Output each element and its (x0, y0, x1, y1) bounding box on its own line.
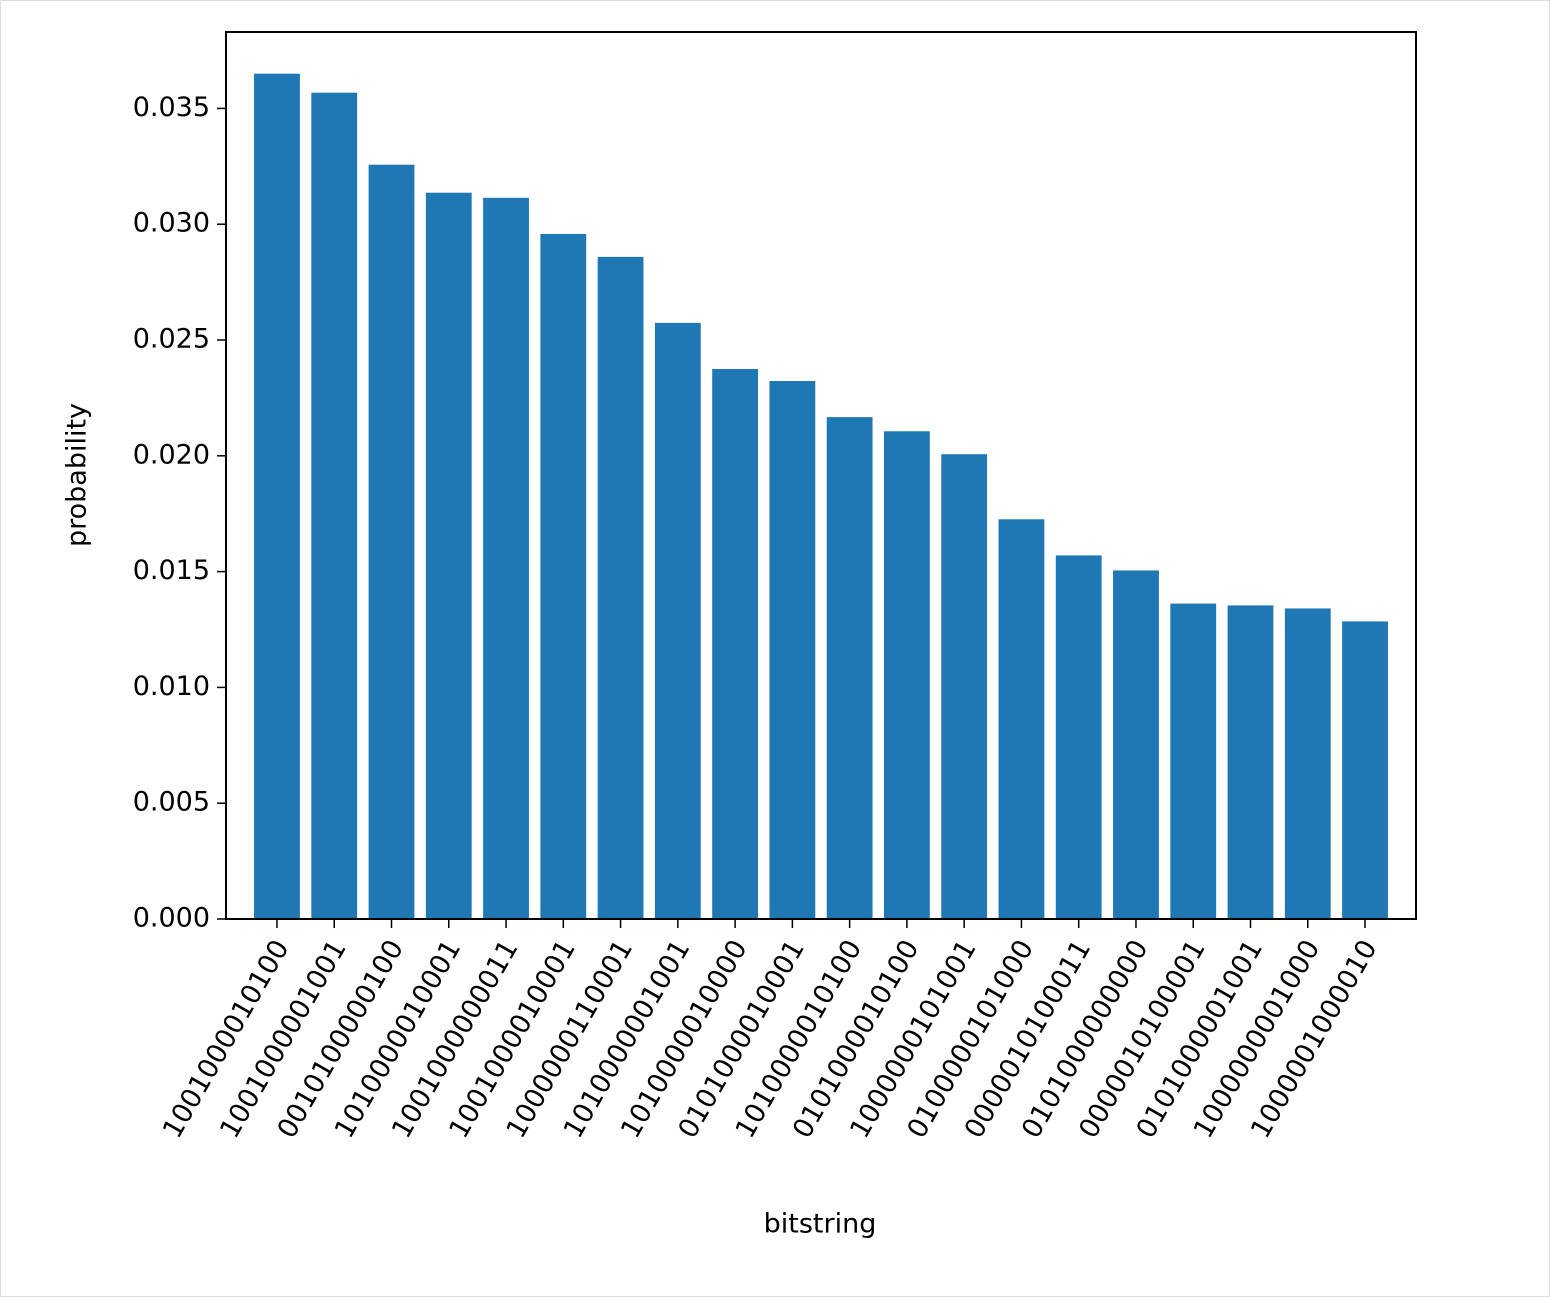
bar (1227, 605, 1274, 919)
y-tick-label: 0.010 (133, 671, 210, 702)
y-tick-label: 0.035 (133, 92, 210, 123)
bar (311, 92, 358, 919)
y-tick-label: 0.005 (133, 787, 210, 818)
y-tick-label: 0.030 (133, 208, 210, 239)
plot-frame (225, 31, 1417, 920)
bar (425, 192, 472, 919)
bar (368, 164, 415, 919)
bar (1113, 570, 1159, 919)
bar (883, 431, 930, 919)
y-tick-label: 0.000 (133, 903, 210, 934)
y-tick-label: 0.020 (133, 439, 210, 470)
bar (1342, 621, 1388, 919)
x-axis-label: bitstring (764, 1209, 877, 1240)
bar (769, 381, 816, 919)
bar (1170, 603, 1217, 919)
y-tick-label: 0.025 (133, 324, 210, 355)
bar (254, 73, 300, 919)
y-axis-label: probability (62, 403, 93, 547)
bar (826, 417, 873, 919)
bar (941, 454, 988, 919)
y-tick-label: 0.015 (133, 555, 210, 586)
bar (998, 519, 1045, 919)
bar (483, 197, 529, 919)
bar (1284, 608, 1331, 919)
bar (712, 368, 759, 919)
bar (540, 233, 587, 919)
bar (654, 322, 701, 919)
bar (597, 256, 644, 920)
bar (1055, 555, 1102, 919)
